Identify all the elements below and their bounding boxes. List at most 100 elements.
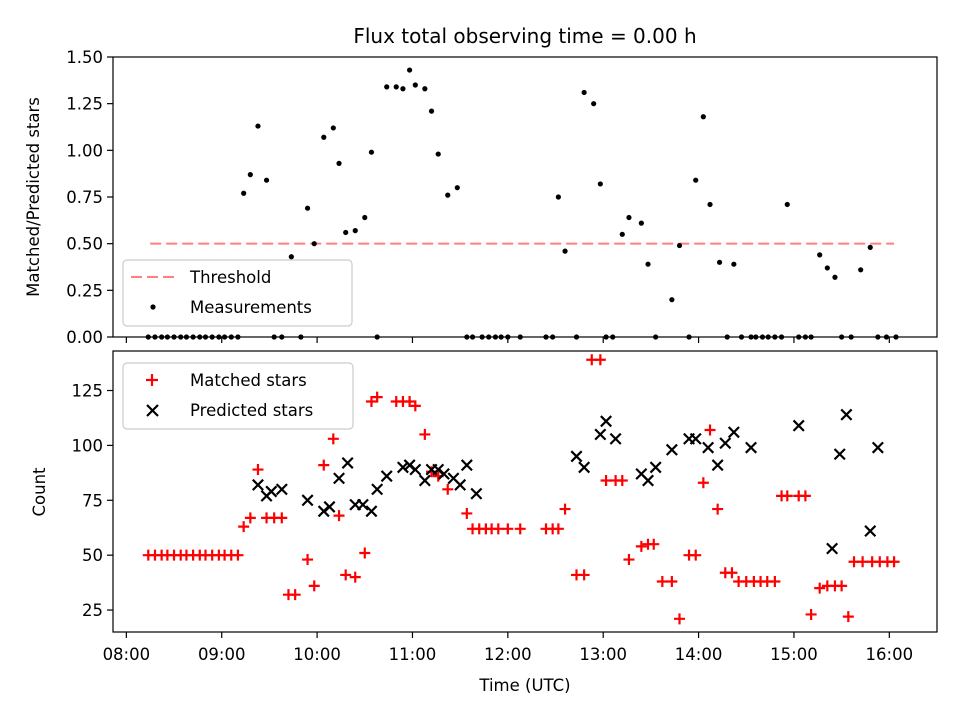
- top-legend: Threshold Measurements: [122, 259, 353, 327]
- matched-star-point: [409, 400, 421, 412]
- measurement-point: [255, 123, 261, 129]
- predicted-star-point: [365, 505, 378, 518]
- matched-star-points: [142, 354, 900, 625]
- bottom-y-tick-label: 125: [72, 382, 104, 401]
- predicted-star-point: [594, 428, 607, 441]
- x-tick-label: 10:00: [293, 645, 341, 664]
- matched-star-point: [805, 608, 817, 620]
- matched-star-point: [648, 538, 660, 550]
- bottom-y-tick-label: 75: [82, 491, 103, 510]
- bottom-y-tick-label: 25: [82, 601, 103, 620]
- matched-star-point: [333, 510, 345, 522]
- top-y-tick-label: 1.00: [66, 141, 103, 160]
- measurement-point: [832, 274, 838, 280]
- legend-predicted-label: Predicted stars: [190, 401, 313, 420]
- measurement-point: [454, 185, 460, 191]
- predicted-star-point: [470, 487, 483, 500]
- matched-star-point: [836, 580, 848, 592]
- predicted-star-point: [570, 450, 583, 463]
- x-tick-label: 16:00: [866, 645, 914, 664]
- matched-star-point: [594, 354, 606, 366]
- matched-star-point: [371, 391, 383, 403]
- matched-star-point: [308, 580, 320, 592]
- predicted-star-point: [409, 463, 422, 476]
- measurement-point: [638, 220, 644, 226]
- matched-star-point: [666, 576, 678, 588]
- measurement-point: [817, 252, 823, 258]
- matched-star-point: [252, 464, 264, 476]
- predicted-star-point: [578, 461, 591, 474]
- matched-star-point: [726, 567, 738, 579]
- legend-threshold-label: Threshold: [189, 268, 271, 287]
- matched-star-point: [461, 507, 473, 519]
- matched-star-point: [712, 503, 724, 515]
- bottom-y-tick-label: 100: [72, 436, 104, 455]
- matched-star-point: [814, 582, 826, 594]
- measurement-point: [435, 151, 441, 157]
- matched-star-point: [690, 549, 702, 561]
- predicted-star-point: [642, 474, 655, 487]
- matched-star-point: [276, 512, 288, 524]
- measurement-point: [581, 89, 587, 96]
- top-y-tick-label: 1.50: [66, 48, 103, 67]
- bottom-legend-box: [122, 362, 354, 430]
- measurement-point: [619, 231, 625, 237]
- matched-star-point: [349, 571, 361, 583]
- bottom-x-ticks: 08:00 09:00 10:00 11:00 12:00 13:00 14:00 15:00…: [103, 632, 914, 664]
- top-panel: 0.00 0.25 0.50 0.75 1.00 1.25 1.50 Matched/Pre…: [24, 48, 938, 347]
- measurement-point: [247, 172, 253, 178]
- top-y-tick-label: 0.50: [66, 235, 103, 254]
- legend-measurements-label: Measurements: [190, 298, 312, 317]
- predicted-star-point: [600, 415, 613, 428]
- bottom-legend: Matched stars Predicted stars: [122, 362, 354, 430]
- matched-star-point: [769, 576, 781, 588]
- measurement-point: [669, 297, 675, 303]
- matched-star-point: [781, 490, 793, 502]
- measurement-point: [716, 259, 723, 265]
- top-legend-box: [122, 259, 353, 327]
- legend-predicted-swatch: [146, 404, 159, 417]
- bottom-y-axis-label: Count: [30, 467, 49, 517]
- x-axis-label: Time (UTC): [478, 676, 570, 695]
- top-y-tick-label: 0.75: [66, 188, 103, 207]
- top-axes-frame: [112, 56, 938, 338]
- measurement-point: [597, 181, 603, 187]
- measurement-point: [400, 86, 406, 92]
- measurement-point: [784, 201, 790, 208]
- predicted-star-point: [702, 441, 715, 454]
- predicted-star-point: [380, 470, 393, 483]
- measurement-points: [145, 67, 899, 340]
- measurement-point: [707, 201, 713, 208]
- predicted-star-point: [727, 426, 740, 439]
- predicted-star-point: [711, 459, 724, 472]
- matched-star-point: [232, 549, 244, 561]
- measurement-point: [263, 177, 270, 183]
- measurement-point: [693, 177, 699, 183]
- predicted-star-point: [871, 441, 884, 454]
- matched-star-point: [888, 556, 900, 568]
- matched-star-point: [623, 554, 635, 566]
- measurement-point: [445, 192, 451, 198]
- matched-star-point: [244, 512, 256, 524]
- measurement-point: [330, 125, 336, 131]
- matched-star-point: [442, 483, 454, 495]
- predicted-star-points: [251, 408, 884, 555]
- x-tick-label: 15:00: [770, 645, 818, 664]
- predicted-star-point: [341, 456, 354, 469]
- top-y-axis-label: Matched/Predicted stars: [24, 97, 43, 297]
- matched-star-point: [419, 428, 431, 440]
- matched-star-point: [502, 523, 514, 535]
- measurement-point: [362, 214, 368, 221]
- matched-star-point: [514, 523, 526, 535]
- predicted-star-point: [301, 494, 314, 507]
- predicted-star-point: [689, 432, 702, 445]
- matched-star-point: [799, 490, 811, 502]
- top-y-tick-label: 0.25: [66, 281, 103, 300]
- predicted-star-point: [745, 441, 758, 454]
- measurement-point: [241, 190, 247, 196]
- matched-star-point: [697, 477, 709, 489]
- predicted-star-point: [265, 485, 278, 498]
- measurement-point: [343, 229, 349, 236]
- predicted-star-point: [719, 437, 732, 450]
